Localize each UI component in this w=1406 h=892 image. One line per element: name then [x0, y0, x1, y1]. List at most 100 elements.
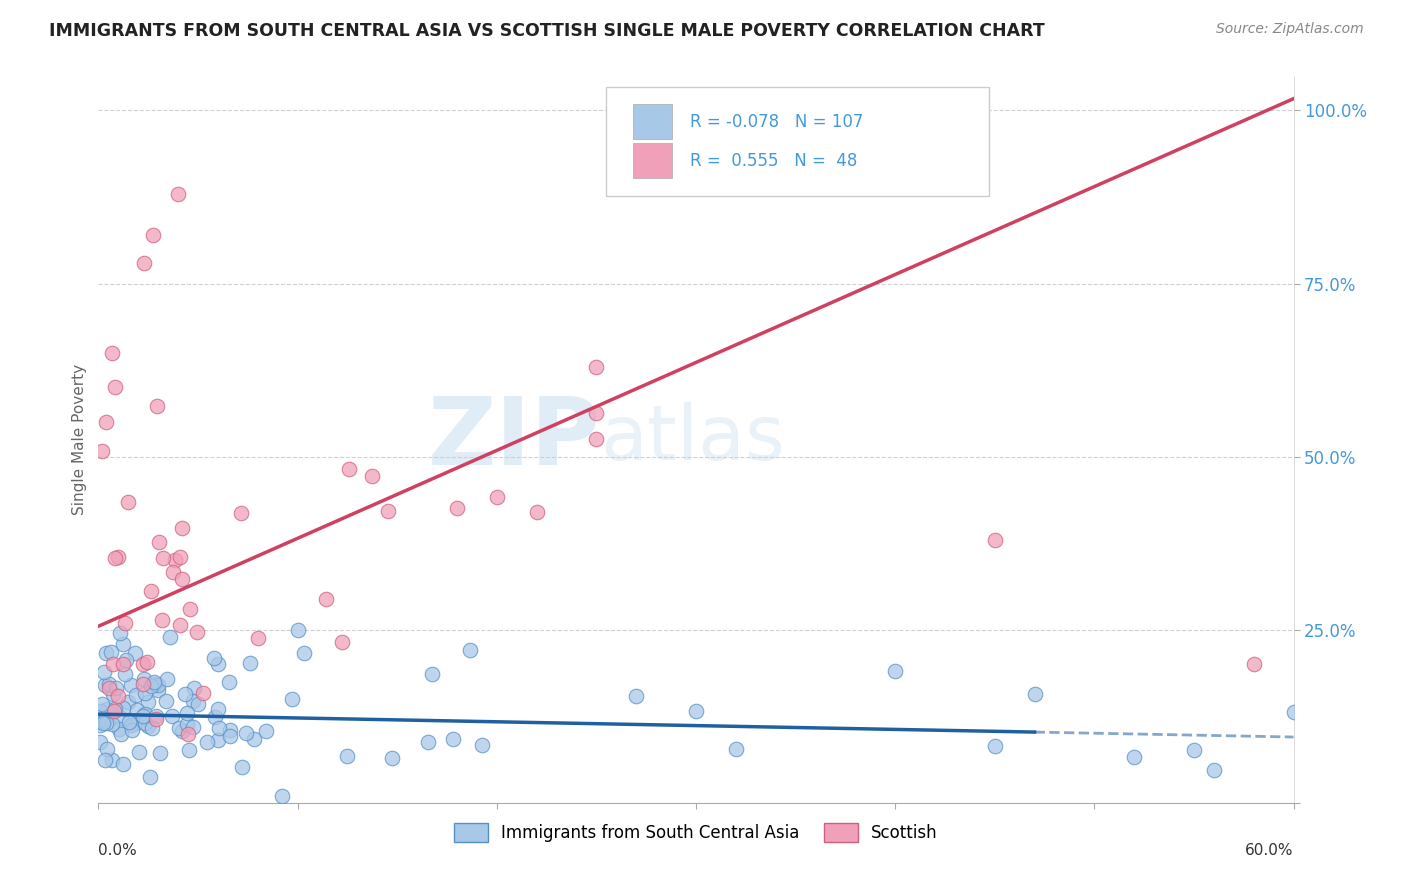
Point [101, 688, 124, 702]
Point [243, 732, 266, 747]
Point [94, 715, 117, 730]
Point [155, 694, 177, 708]
Point [125, 703, 148, 717]
Point [1282, 705, 1305, 719]
Point [218, 723, 240, 738]
Text: atlas: atlas [600, 402, 785, 476]
Point [330, 635, 353, 649]
Point [101, 753, 124, 767]
Point [132, 672, 155, 686]
Point [218, 675, 240, 690]
Point [235, 726, 257, 740]
Point [110, 711, 132, 725]
Point [100, 645, 122, 659]
Point [96, 415, 118, 429]
Point [292, 646, 315, 660]
Point [207, 733, 229, 747]
Text: R =  0.555   N =  48: R = 0.555 N = 48 [690, 152, 858, 169]
Point [125, 715, 148, 730]
Point [208, 721, 231, 735]
Point [145, 712, 167, 726]
Point [315, 591, 337, 606]
Point [271, 789, 294, 803]
Point [159, 630, 181, 644]
Point [94, 646, 117, 660]
Point [131, 676, 153, 690]
Point [381, 751, 404, 765]
Point [156, 672, 179, 686]
Point [169, 618, 191, 632]
Point [117, 696, 139, 710]
Point [165, 553, 187, 567]
Legend: Immigrants from South Central Asia, Scottish: Immigrants from South Central Asia, Scot… [447, 816, 945, 849]
Point [121, 723, 143, 737]
Point [172, 572, 194, 586]
Point [139, 770, 162, 784]
Point [193, 686, 215, 700]
Point [141, 721, 163, 735]
Point [585, 406, 607, 420]
Point [145, 709, 167, 723]
Point [96, 741, 118, 756]
Point [104, 681, 127, 696]
Point [177, 726, 200, 740]
Point [231, 760, 253, 774]
Point [984, 739, 1007, 753]
Point [117, 495, 139, 509]
Point [139, 679, 162, 693]
Point [104, 702, 127, 716]
Point [89, 704, 111, 718]
Point [111, 756, 134, 771]
Point [336, 749, 359, 764]
Text: 60.0%: 60.0% [1246, 843, 1294, 858]
Point [1243, 657, 1265, 672]
Point [239, 656, 262, 670]
Point [884, 664, 907, 678]
Point [254, 724, 277, 739]
Point [107, 689, 129, 703]
Text: ZIP: ZIP [427, 393, 600, 485]
Text: R = -0.078   N = 107: R = -0.078 N = 107 [690, 112, 863, 130]
Point [91, 714, 114, 728]
Point [148, 535, 170, 549]
Point [1182, 743, 1205, 757]
Text: 0.0%: 0.0% [98, 843, 138, 858]
Point [177, 742, 200, 756]
Point [117, 715, 139, 730]
Text: IMMIGRANTS FROM SOUTH CENTRAL ASIA VS SCOTTISH SINGLE MALE POVERTY CORRELATION C: IMMIGRANTS FROM SOUTH CENTRAL ASIA VS SC… [49, 22, 1045, 40]
Point [174, 687, 197, 701]
Point [984, 533, 1007, 547]
Point [120, 678, 142, 692]
Point [136, 655, 159, 669]
Point [626, 689, 648, 703]
Point [112, 637, 135, 651]
Point [132, 657, 155, 671]
Point [94, 753, 117, 767]
Point [146, 683, 169, 698]
Point [94, 678, 117, 692]
Point [139, 584, 162, 599]
Point [446, 501, 468, 516]
Point [93, 665, 115, 679]
Point [219, 729, 242, 743]
Point [142, 674, 165, 689]
Point [207, 702, 229, 716]
Point [181, 694, 204, 708]
Point [585, 359, 607, 374]
Point [585, 432, 607, 446]
Point [98, 677, 121, 691]
Point [1202, 763, 1225, 777]
FancyBboxPatch shape [633, 144, 672, 178]
Point [103, 704, 125, 718]
Point [172, 724, 194, 739]
Point [101, 717, 124, 731]
Point [107, 549, 129, 564]
Point [120, 718, 142, 732]
Point [142, 228, 165, 243]
Point [187, 697, 209, 711]
Point [136, 695, 159, 709]
Point [114, 652, 136, 666]
Point [247, 631, 270, 645]
Point [471, 739, 494, 753]
Point [195, 735, 218, 749]
